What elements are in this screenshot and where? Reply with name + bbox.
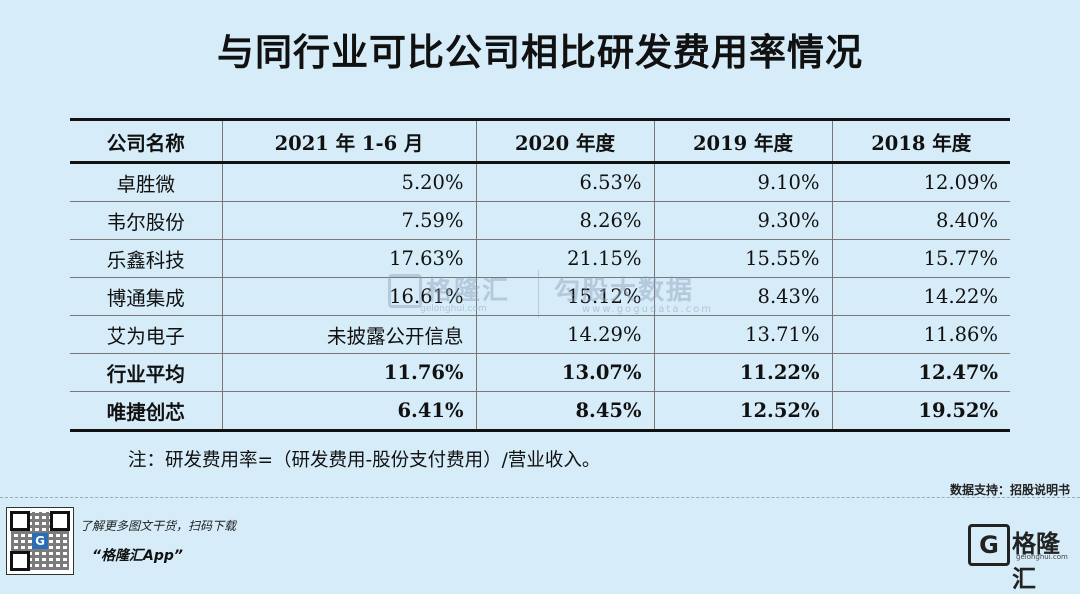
table-row: 艾为电子 未披露公开信息 14.29% 13.71% 11.86%: [70, 315, 1010, 354]
table-row: 唯捷创芯 6.41% 8.45% 12.52% 19.52%: [70, 391, 1010, 431]
rate-cell: 17.63%: [221, 239, 477, 278]
brand-logo-domain: gelonghui.com: [1016, 553, 1068, 561]
rate-cell: 11.76%: [221, 353, 477, 392]
table-row: 韦尔股份 7.59% 8.26% 9.30% 8.40%: [70, 201, 1010, 240]
rate-cell: 15.77%: [831, 239, 1010, 278]
rate-cell: 7.59%: [221, 201, 477, 240]
rate-cell: 9.30%: [653, 201, 833, 240]
rd-expense-table-container: 公司名称 2021 年 1-6 月 2020 年度 2019 年度 2018 年…: [70, 118, 1010, 432]
brand-logo-icon: G: [968, 524, 1010, 566]
rate-cell: 14.22%: [831, 277, 1010, 316]
table-row: 乐鑫科技 17.63% 21.15% 15.55% 15.77%: [70, 239, 1010, 278]
promo-app-name: “格隆汇App”: [92, 548, 183, 564]
rate-cell: 8.26%: [475, 201, 655, 240]
table-header-cell: 2020 年度: [475, 119, 655, 164]
rate-cell: 6.41%: [221, 391, 477, 431]
watermark-divider: [538, 270, 539, 318]
rate-cell: 8.40%: [831, 201, 1010, 240]
qr-finder: [10, 511, 30, 531]
rate-cell: 15.55%: [653, 239, 833, 278]
rate-cell: 9.10%: [653, 162, 833, 202]
company-name-cell: 唯捷创芯: [70, 391, 223, 431]
watermark-right-sub: www.gogudata.com: [582, 304, 714, 315]
rd-expense-table: 公司名称 2021 年 1-6 月 2020 年度 2019 年度 2018 年…: [70, 118, 1010, 432]
rate-cell: 11.86%: [831, 315, 1010, 354]
table-header-cell: 公司名称: [70, 119, 223, 164]
rate-cell: 未披露公开信息: [221, 315, 477, 354]
table-header-cell: 2019 年度: [653, 119, 833, 164]
data-source: 数据支持：招股说明书: [949, 483, 1070, 497]
rate-cell: 15.12%: [475, 277, 655, 316]
rate-cell: 12.47%: [831, 353, 1010, 392]
watermark-left: 格隆汇: [426, 276, 511, 306]
company-name-cell: 艾为电子: [70, 315, 223, 354]
table-header-row: 公司名称 2021 年 1-6 月 2020 年度 2019 年度 2018 年…: [70, 119, 1010, 164]
qr-logo-icon: G: [32, 533, 48, 549]
footer-divider: [0, 497, 1080, 498]
rate-cell: 12.52%: [653, 391, 833, 431]
page-title: 与同行业可比公司相比研发费用率情况: [217, 31, 863, 74]
table-footnote: 注：研发费用率=（研发费用-股份支付费用）/营业收入。: [128, 450, 601, 471]
qr-finder: [50, 511, 70, 531]
table-header-cell: 2021 年 1-6 月: [221, 119, 477, 164]
qr-code[interactable]: G: [6, 507, 74, 575]
company-name-cell: 行业平均: [70, 353, 223, 392]
company-name-cell: 乐鑫科技: [70, 239, 223, 278]
table-row: 卓胜微 5.20% 6.53% 9.10% 12.09%: [70, 162, 1010, 202]
rate-cell: 12.09%: [831, 162, 1010, 202]
qr-finder: [10, 551, 30, 571]
rate-cell: 5.20%: [221, 162, 477, 202]
rate-cell: 19.52%: [831, 391, 1010, 431]
rate-cell: 13.07%: [475, 353, 655, 392]
watermark-logo-icon: [388, 274, 422, 308]
promo-text: 了解更多图文干货，扫码下载: [80, 519, 237, 533]
rate-cell: 8.45%: [475, 391, 655, 431]
company-name-cell: 卓胜微: [70, 162, 223, 202]
company-name-cell: 博通集成: [70, 277, 223, 316]
rate-cell: 11.22%: [653, 353, 833, 392]
rate-cell: 8.43%: [653, 277, 833, 316]
rate-cell: 13.71%: [653, 315, 833, 354]
table-row: 博通集成 16.61% 15.12% 8.43% 14.22%: [70, 277, 1010, 316]
rate-cell: 6.53%: [475, 162, 655, 202]
company-name-cell: 韦尔股份: [70, 201, 223, 240]
rate-cell: 21.15%: [475, 239, 655, 278]
table-row: 行业平均 11.76% 13.07% 11.22% 12.47%: [70, 353, 1010, 392]
table-header-cell: 2018 年度: [831, 119, 1010, 164]
watermark-left-sub: gelonghui.com: [420, 304, 487, 314]
rate-cell: 14.29%: [475, 315, 655, 354]
brand-logo: G 格隆汇 gelonghui.com: [968, 522, 1076, 593]
watermark-right: 勾股大数据: [554, 276, 695, 306]
